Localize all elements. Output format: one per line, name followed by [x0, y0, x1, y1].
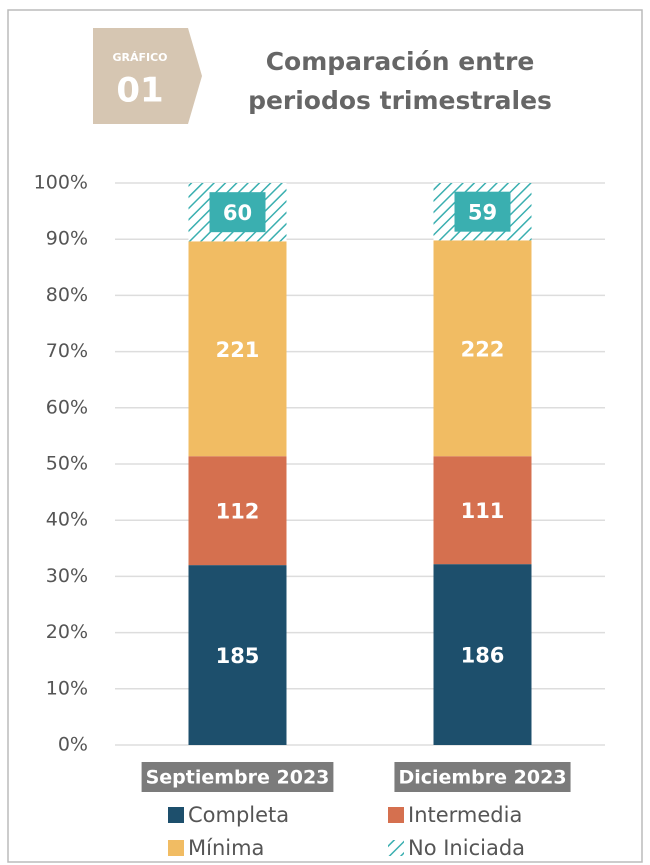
- chart-title: periodos trimestrales: [248, 86, 552, 115]
- value-label-box: [209, 192, 266, 233]
- value-label: 111: [461, 499, 505, 523]
- value-label: 222: [461, 337, 505, 361]
- chart-title: Comparación entre: [266, 47, 535, 76]
- x-label-box: [394, 762, 571, 792]
- legend-label: Completa: [188, 803, 289, 827]
- bar-segment: [433, 564, 532, 745]
- legend-swatch: [388, 807, 404, 823]
- y-tick-label: 10%: [46, 677, 88, 699]
- y-tick-label: 20%: [46, 621, 88, 643]
- legend-swatch: [168, 840, 184, 856]
- value-label: 60: [223, 201, 252, 225]
- y-tick-label: 70%: [46, 340, 88, 362]
- bar-segment: [188, 565, 287, 745]
- value-label-box: [454, 191, 511, 232]
- value-label: 186: [461, 644, 505, 668]
- badge-number: 01: [116, 71, 163, 111]
- x-tick-label: Septiembre 2023: [146, 767, 330, 789]
- bar-segment: [433, 240, 532, 457]
- legend-label: Mínima: [188, 836, 264, 860]
- y-tick-label: 60%: [46, 396, 88, 418]
- y-tick-label: 100%: [34, 172, 88, 194]
- y-tick-label: 80%: [46, 284, 88, 306]
- legend-swatch: [388, 840, 404, 856]
- badge-label: GRÁFICO: [112, 51, 167, 64]
- frame: [7, 9, 643, 863]
- value-label: 59: [468, 201, 497, 225]
- value-label: 221: [216, 338, 260, 362]
- bar-segment: [188, 241, 287, 457]
- value-label: 112: [216, 500, 260, 524]
- legend-label: No Iniciada: [408, 836, 525, 860]
- y-tick-label: 90%: [46, 228, 88, 250]
- legend-swatch: [168, 807, 184, 823]
- y-tick-label: 0%: [58, 734, 88, 756]
- y-tick-label: 40%: [46, 509, 88, 531]
- y-tick-label: 30%: [46, 565, 88, 587]
- legend-label: Intermedia: [408, 803, 522, 827]
- y-tick-label: 50%: [46, 453, 88, 475]
- value-label: 185: [216, 644, 260, 668]
- badge: [93, 28, 202, 124]
- x-tick-label: Diciembre 2023: [398, 767, 566, 789]
- bar-segment: [433, 456, 532, 565]
- x-label-box: [141, 762, 334, 792]
- bar-segment: [188, 456, 287, 566]
